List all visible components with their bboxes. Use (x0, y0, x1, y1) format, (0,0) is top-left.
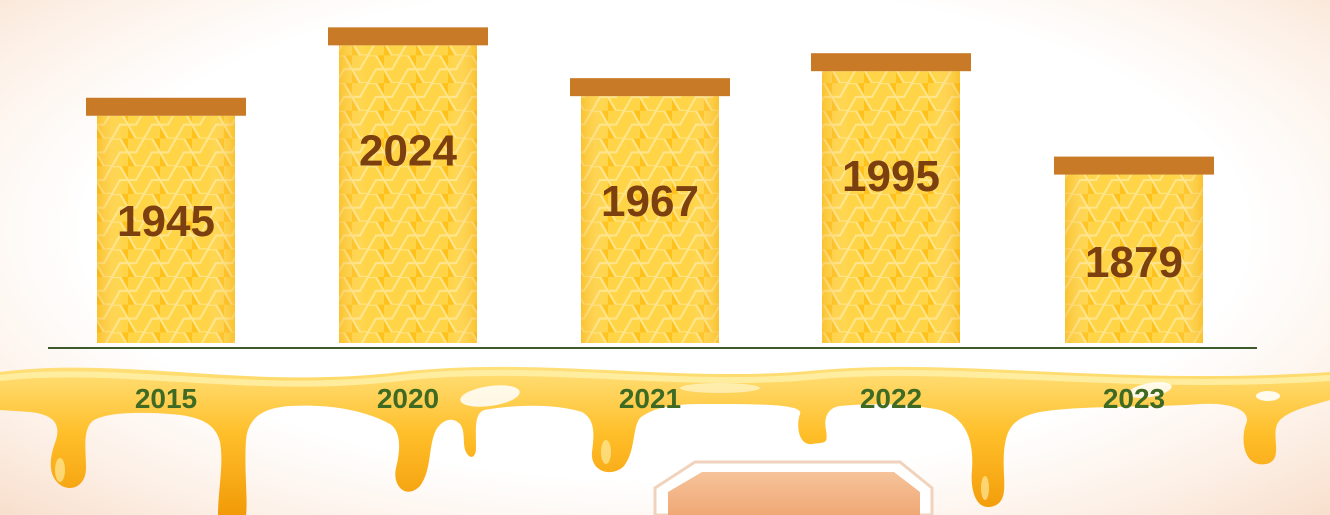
bar-value-label: 1995 (842, 152, 940, 201)
bar-shading (581, 96, 719, 343)
jar-lid-icon (1054, 156, 1214, 175)
wax-box-decoration (653, 460, 934, 515)
x-tick-label: 2020 (377, 383, 439, 414)
jar-lid-icon (811, 53, 971, 72)
jar-lid-icon (570, 78, 730, 97)
bar-2022: 1995 2022 (811, 53, 971, 414)
jar-lid-icon (86, 97, 246, 116)
bar-shading (339, 45, 477, 343)
bar-2015: 1945 2015 (86, 97, 246, 414)
bars-group: 1945 2015 2024 2020 1967 2021 (86, 27, 1214, 414)
jar-lid-icon (328, 27, 488, 46)
bar-value-label: 1879 (1085, 238, 1183, 287)
bar-shading (822, 71, 960, 344)
bar-shading (1065, 174, 1203, 343)
bar-2020: 2024 2020 (328, 27, 488, 414)
bar-value-label: 1967 (601, 177, 699, 226)
x-tick-label: 2022 (860, 383, 922, 414)
dripping-honey-band (0, 366, 1330, 515)
bar-shading (97, 115, 235, 344)
x-tick-label: 2015 (135, 383, 197, 414)
bar-2023: 1879 2023 (1054, 156, 1214, 414)
x-tick-label: 2023 (1103, 383, 1165, 414)
bar-2021: 1967 2021 (570, 78, 730, 414)
bar-value-label: 2024 (359, 126, 457, 175)
bar-value-label: 1945 (117, 197, 215, 246)
x-tick-label: 2021 (619, 383, 681, 414)
